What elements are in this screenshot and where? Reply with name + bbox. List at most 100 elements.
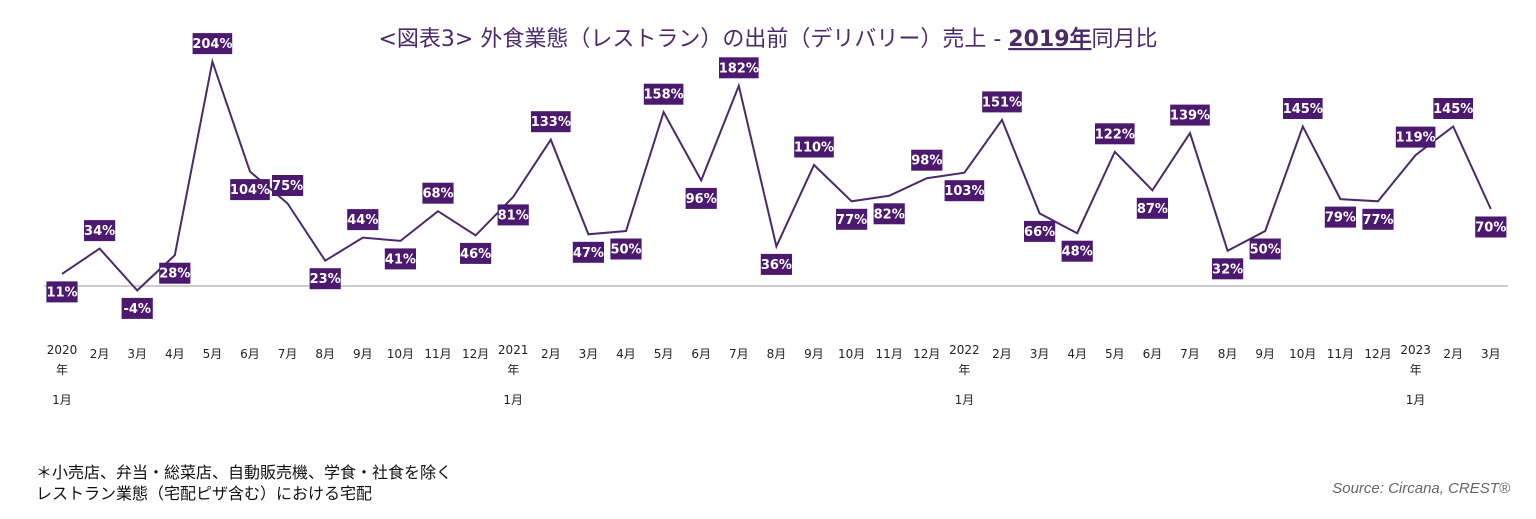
data-label: 98% xyxy=(911,149,943,171)
data-label-box xyxy=(309,268,341,290)
data-labels: 11% 34% -4% 28% 204% 104% 75% 23% 44% 41% 68% 46% 81… xyxy=(46,33,1507,319)
data-label-text: 66% xyxy=(1024,225,1055,240)
source-credit: Source: Circana, CREST® xyxy=(1332,480,1510,497)
data-label: 79% xyxy=(1324,206,1356,228)
data-label-text: 145% xyxy=(1283,102,1323,117)
data-label-text: 70% xyxy=(1475,221,1506,236)
data-label-text: 36% xyxy=(761,258,792,273)
x-tick-label: 2月 xyxy=(541,347,561,361)
x-tick-label: 2021 年 1月 xyxy=(498,343,529,407)
data-label: 87% xyxy=(1136,197,1168,219)
data-label-box xyxy=(531,111,571,133)
x-tick-label: 2月 xyxy=(992,347,1012,361)
data-label-box xyxy=(497,204,529,226)
chart-title-suffix: 同月比 xyxy=(1092,27,1158,52)
data-label: 77% xyxy=(1362,208,1394,230)
data-label-text: 46% xyxy=(460,247,491,262)
data-label: 151% xyxy=(982,91,1022,113)
data-label: 75% xyxy=(272,175,304,196)
data-label-box xyxy=(643,83,684,105)
x-tick-label: 5月 xyxy=(654,347,674,361)
x-tick-label: 6月 xyxy=(691,347,711,361)
x-tick-label: 3月 xyxy=(1481,347,1501,361)
data-label: 46% xyxy=(460,242,492,264)
data-label-text: 79% xyxy=(1325,211,1356,226)
x-tick-label: 10月 xyxy=(1289,347,1316,361)
x-tick-label: 4月 xyxy=(616,347,636,361)
data-label-text: 104% xyxy=(230,183,270,198)
data-label-text: 28% xyxy=(159,267,190,282)
data-label-text: 96% xyxy=(686,192,717,207)
data-label-box xyxy=(1324,206,1356,228)
data-label-text: 68% xyxy=(422,187,453,202)
footnote-line-2: レストラン業態（宅配ピザ含む）における宅配 xyxy=(36,484,373,503)
data-label: 66% xyxy=(1024,220,1056,242)
chart-title: <図表3> 外食業態（レストラン）の出前（デリバリー）売上 - 2019年同月比 xyxy=(378,26,1157,52)
data-label: 50% xyxy=(1249,238,1281,260)
data-label-box xyxy=(1061,240,1093,262)
data-label-box xyxy=(944,180,985,202)
data-label-box xyxy=(1024,220,1056,242)
data-label-text: 119% xyxy=(1396,131,1436,146)
x-tick-label: 9月 xyxy=(353,347,373,361)
data-label-text: 182% xyxy=(719,61,759,76)
data-label-box xyxy=(347,209,379,231)
x-tick-label: 2月 xyxy=(90,347,110,361)
data-label-box xyxy=(1433,98,1473,119)
x-tick-label: 12月 xyxy=(1364,347,1391,361)
x-tick-label: 10月 xyxy=(838,347,865,361)
x-tick-label: 2023 年 1月 xyxy=(1400,343,1431,407)
data-label-box xyxy=(1095,123,1135,145)
data-label: 81% xyxy=(497,204,529,226)
data-label-text: 23% xyxy=(310,272,341,287)
x-tick-label: 2月 xyxy=(1443,347,1463,361)
data-label: 110% xyxy=(794,136,834,158)
data-label-text: 81% xyxy=(498,208,529,223)
data-label-text: 47% xyxy=(573,246,604,261)
data-label: 47% xyxy=(572,241,604,263)
data-label: 96% xyxy=(685,187,717,209)
x-tick-label: 7月 xyxy=(1180,347,1200,361)
data-label: 103% xyxy=(944,180,985,202)
data-label-text: 103% xyxy=(944,184,984,199)
data-label-box xyxy=(1362,208,1394,230)
x-tick-label: 7月 xyxy=(278,347,298,361)
data-label: 50% xyxy=(610,238,642,260)
data-label-box xyxy=(1170,104,1210,126)
x-tick-label: 11月 xyxy=(424,347,451,361)
data-label: 32% xyxy=(1212,258,1244,280)
x-tick-label: 11月 xyxy=(876,347,903,361)
chart-title-emphasis: 2019年 xyxy=(1008,26,1091,52)
x-tick-label: 9月 xyxy=(1255,347,1275,361)
x-tick-label: 5月 xyxy=(1105,347,1125,361)
data-label-text: 151% xyxy=(982,95,1022,110)
x-tick-label: 6月 xyxy=(240,347,260,361)
series-line xyxy=(61,57,1492,292)
data-label: 48% xyxy=(1061,240,1093,262)
data-label: -4% xyxy=(121,297,153,319)
data-label: 182% xyxy=(719,57,759,79)
data-label-box xyxy=(192,33,233,55)
data-label-box xyxy=(1475,216,1507,238)
data-label: 68% xyxy=(422,182,454,204)
data-label-box xyxy=(422,182,454,204)
data-label-box xyxy=(572,241,604,263)
data-label-text: 158% xyxy=(644,88,684,103)
data-label-text: 87% xyxy=(1137,202,1168,217)
data-label-box xyxy=(982,91,1022,113)
data-label-text: 50% xyxy=(1250,243,1281,258)
data-label: 23% xyxy=(309,268,341,290)
data-label-text: 32% xyxy=(1212,262,1243,277)
data-label-text: 133% xyxy=(531,115,571,130)
data-label: 11% xyxy=(46,281,78,303)
data-label-box xyxy=(46,281,78,303)
data-label: 119% xyxy=(1396,126,1436,148)
x-tick-label: 12月 xyxy=(913,347,940,361)
x-tick-label: 12月 xyxy=(462,347,489,361)
data-label-box xyxy=(159,262,191,284)
data-label: 34% xyxy=(84,220,116,242)
data-label: 44% xyxy=(347,209,379,231)
data-label-text: 122% xyxy=(1095,127,1135,142)
data-label: 28% xyxy=(159,262,191,284)
